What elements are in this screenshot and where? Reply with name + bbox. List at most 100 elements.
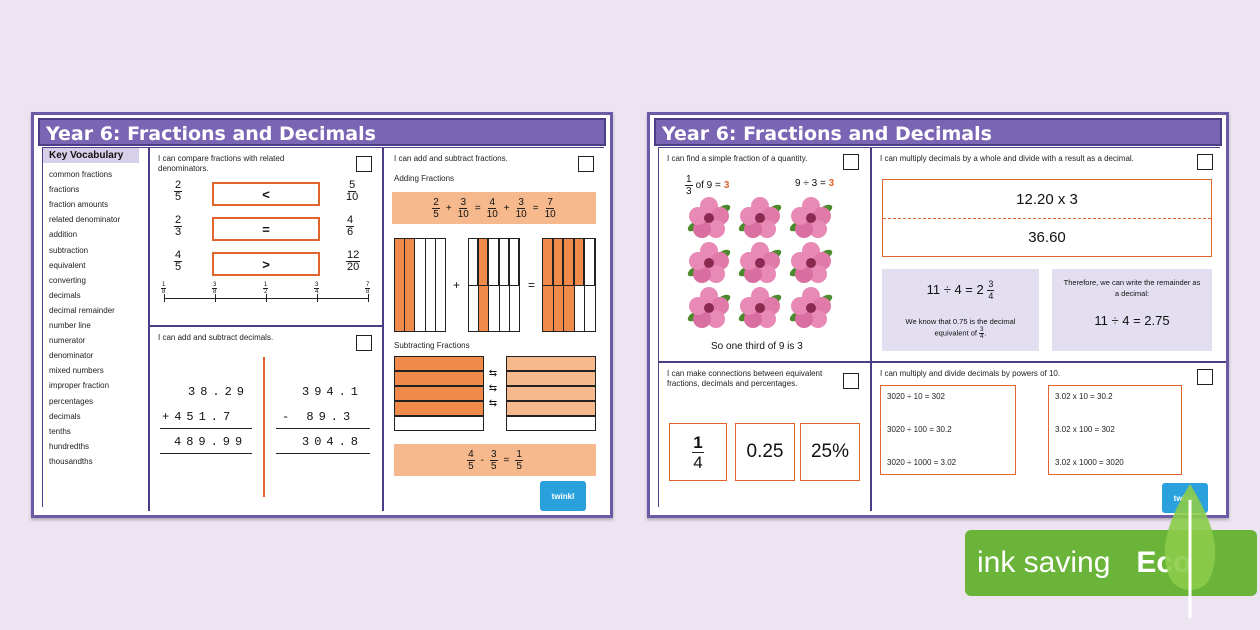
multiply-checkbox[interactable] xyxy=(1197,154,1213,170)
percent-box: 25% xyxy=(800,423,860,481)
sum-line xyxy=(160,428,252,429)
division-equation: 9 ÷ 3 = 3 xyxy=(795,178,834,189)
sheet-title: Year 6: Fractions and Decimals xyxy=(654,118,1222,146)
powers-checkbox[interactable] xyxy=(1197,369,1213,385)
flower-icon xyxy=(687,197,731,238)
operator: + xyxy=(503,202,510,214)
note: We know that 0.75 is the decimal equival… xyxy=(905,317,1016,340)
simple-text: I can find a simple fraction of a quanti… xyxy=(667,154,808,163)
vocab-item: decimals xyxy=(49,411,81,421)
multiply-box: 12.20 x 3 36.60 xyxy=(882,179,1212,257)
bar-segment xyxy=(425,239,436,331)
vocab-item: decimal remainder xyxy=(49,305,115,315)
subtract-bar-row xyxy=(506,416,596,431)
operator: = xyxy=(503,454,510,466)
simple-checkbox[interactable] xyxy=(843,154,859,170)
power-fact: 3.02 x 100 = 302 xyxy=(1055,425,1115,434)
bar-cell xyxy=(469,239,479,286)
subtract-bar-row xyxy=(506,386,596,401)
difference: 304.8 xyxy=(302,435,364,449)
power-fact: 3020 ÷ 100 = 30.2 xyxy=(887,425,952,434)
flower-icon xyxy=(738,197,782,238)
arrow-icon: ⇆ xyxy=(488,368,498,379)
compare-checkbox[interactable] xyxy=(356,156,372,172)
bar-model-1 xyxy=(394,238,446,332)
eq-text: 11 ÷ 4 = 2 xyxy=(926,281,984,297)
fraction: 3 10 xyxy=(515,196,527,220)
vocab-item: numerator xyxy=(49,336,86,346)
add-fractions-text: I can add and subtract fractions. xyxy=(394,154,508,163)
ink-saving-text: ink saving xyxy=(977,546,1111,579)
power-fact: 3.02 x 10 = 30.2 xyxy=(1055,392,1113,401)
sheet-body: I can find a simple fraction of a quanti… xyxy=(658,147,1226,513)
worksheet-preview-2[interactable]: Year 6: Fractions and Decimals I can fin… xyxy=(647,112,1229,518)
subtract-bar-row xyxy=(506,356,596,371)
connections-checkbox[interactable] xyxy=(843,373,859,389)
fraction: 3 10 xyxy=(457,196,469,220)
diff-line-2 xyxy=(276,453,370,454)
diff-line xyxy=(276,428,370,429)
flower-icon xyxy=(789,287,833,328)
worksheet-preview-1[interactable]: Year 6: Fractions and Decimals Key Vocab… xyxy=(31,112,613,518)
vocab-item: hundredths xyxy=(49,441,90,451)
div-answer: 3 xyxy=(828,178,835,189)
bar-cell xyxy=(564,285,574,331)
bar-cell xyxy=(499,239,509,286)
answer: 3 xyxy=(723,180,730,191)
decimals-text: I can add and subtract decimals. xyxy=(158,333,274,342)
bar-cell xyxy=(479,285,489,331)
subtract-bar-row xyxy=(394,401,484,416)
power-fact: 3.02 x 1000 = 3020 xyxy=(1055,458,1124,467)
fraction: 12 20 xyxy=(346,249,361,273)
bar-segment xyxy=(405,239,416,331)
sum-line-2 xyxy=(160,453,252,454)
vocab-item: equivalent xyxy=(49,260,86,270)
flower-icon xyxy=(789,242,833,283)
twinkl-logo: twinkl xyxy=(540,481,586,511)
compare-symbol-box: = xyxy=(212,217,320,241)
minuend: 394.1 xyxy=(302,385,364,399)
subtract-bar-row xyxy=(394,356,484,371)
bar-cell xyxy=(574,239,585,286)
sheet-body: Key Vocabulary common fractions fractions… xyxy=(42,147,610,511)
fraction: 4 10 xyxy=(486,196,498,220)
bar-segment xyxy=(553,239,565,331)
connections-text: I can make connections between equivalen… xyxy=(667,369,823,388)
arrow-icon: ⇆ xyxy=(488,398,498,409)
adding-equation: 2 5 +3 10 = 4 10 +3 10 = 7 10 xyxy=(392,192,596,224)
tick xyxy=(317,294,318,302)
decimals-checkbox[interactable] xyxy=(356,335,372,351)
therefore-text: Therefore, we can write the remainder as… xyxy=(1063,278,1201,298)
bar-segment xyxy=(564,239,575,331)
bar-cell xyxy=(499,285,509,331)
subtract-bar-row xyxy=(506,401,596,416)
subtracting-equation: 4 5-3 5 = 1 5 xyxy=(394,444,596,476)
bar-segment xyxy=(574,239,586,331)
bar-segment xyxy=(395,239,406,331)
bar-model-3 xyxy=(542,238,596,332)
flower-icon xyxy=(738,287,782,328)
vocab-item: common fractions xyxy=(49,170,113,179)
multiply-cell: I can multiply decimals by a whole and d… xyxy=(871,148,1226,362)
vocab-panel: Key Vocabulary common fractions fractions… xyxy=(43,148,149,511)
add-fractions-checkbox[interactable] xyxy=(578,156,594,172)
decimal-box: 0.25 xyxy=(735,423,795,481)
bar-cell xyxy=(469,285,479,331)
compare-cell: I can compare fractions with related den… xyxy=(149,148,383,326)
bar-cell xyxy=(564,239,574,286)
powers-text: I can multiply and divide decimals by po… xyxy=(880,369,1061,378)
addend-1: 38.29 xyxy=(188,385,250,399)
dashed-divider xyxy=(883,218,1211,219)
tick xyxy=(215,294,216,302)
bar-cell xyxy=(489,239,499,286)
bar-cell xyxy=(543,239,553,286)
